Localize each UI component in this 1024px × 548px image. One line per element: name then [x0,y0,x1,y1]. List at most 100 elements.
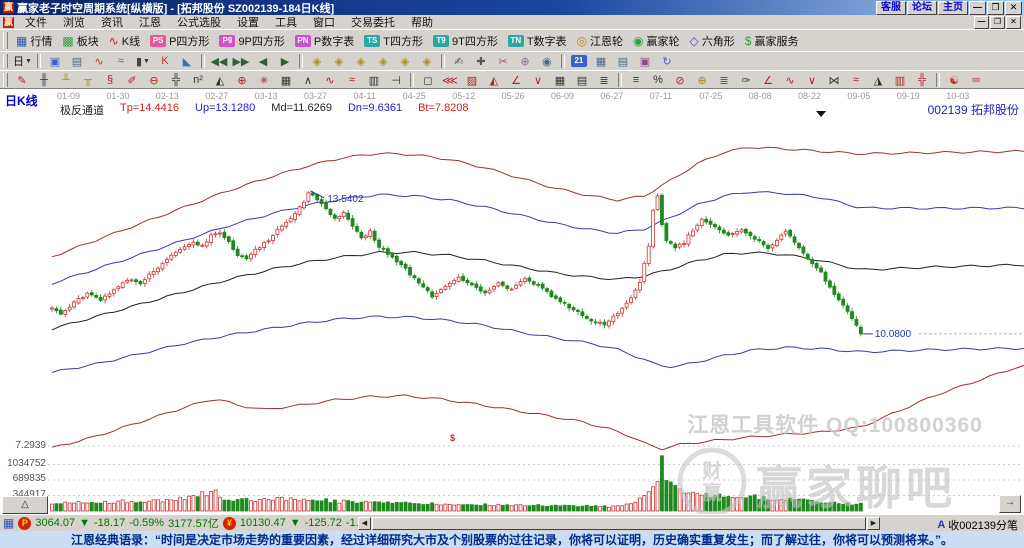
menu-tools[interactable]: 工具 [275,17,297,29]
cross-tool-button[interactable]: ⋈ [823,72,845,88]
diamond-right-button[interactable]: ◈ [328,53,350,69]
square-grid-2-button[interactable]: ▥ [363,72,385,88]
wave-tool-button[interactable]: ∿ [319,72,341,88]
chart-canvas[interactable]: 01-09 01-30 02-13 02-27 03-13 03-27 04-11 04-25… [0,89,1024,515]
child-restore-button[interactable]: ❐ [990,15,1005,29]
circle-plus-button[interactable]: ⊕ [231,72,253,88]
star-tool-button[interactable]: ✳ [253,72,275,88]
cross-2-button[interactable]: ╬ [911,72,933,88]
save-button[interactable]: ▣ [634,53,656,69]
minimize-button[interactable]: — [969,0,986,15]
circle-minus-button[interactable]: ⊖ [143,72,165,88]
grid-3-button[interactable]: ▦ [549,72,571,88]
period-day-button[interactable]: 日 ▼ [11,53,34,69]
marker-pen-button[interactable]: ✑ [735,72,757,88]
menu-gann[interactable]: 江恩 [139,17,161,29]
calculator-button[interactable]: ▦ [590,53,612,69]
fan-lines-button[interactable]: ⋘ [439,72,461,88]
toolbar-winner-wheel-button[interactable]: ◉ 赢家轮 [628,32,684,50]
triangle-tool-button[interactable]: ◭ [209,72,231,88]
transfer-button[interactable]: ↻ [656,53,678,69]
toolbar-9p-square-button[interactable]: P9 9P四方形 [214,32,289,50]
scrollbar-left-arrow[interactable]: ◀ [358,517,371,530]
toolbar-p-number-table-button[interactable]: PN P数字表 [290,32,359,50]
diamond-up-button[interactable]: ◈ [350,53,372,69]
v-line-button[interactable]: ∨ [527,72,549,88]
menu-help[interactable]: 帮助 [411,17,433,29]
toolbar-kline-button[interactable]: ∿ K线 [104,32,145,50]
calendar-button[interactable]: 21 [568,53,590,69]
diamond-expand-button[interactable]: ◈ [394,53,416,69]
scrollbar-right-arrow[interactable]: ▶ [867,517,880,530]
angle-2-button[interactable]: ∠ [757,72,779,88]
menu-window[interactable]: 窗口 [313,17,335,29]
memo-button[interactable]: ▤ [612,53,634,69]
grid-cross-button[interactable]: ╬ [165,72,187,88]
toolbar-9t-square-button[interactable]: T9 9T四方形 [428,32,503,50]
nav-first-button[interactable]: ◀◀ [208,53,230,69]
menu-settings[interactable]: 设置 [237,17,259,29]
toolbar-t-number-table-button[interactable]: TN T数字表 [503,32,572,50]
crosshair-tool-button[interactable]: ✚ [470,53,492,69]
gann-box-down-button[interactable]: ╨ [55,72,77,88]
menu-file[interactable]: 文件 [25,17,47,29]
wave-large-button[interactable]: ≈ [110,53,132,69]
lasso-tool-button[interactable]: ⊕ [514,53,536,69]
menu-stock-pick[interactable]: 公式选股 [177,17,221,29]
title-bar[interactable]: 赢 赢家老子时空周期系统[纵横版] - [拓邦股份 SZ002139-184日K… [0,0,1024,15]
t-line-button[interactable]: ⊣ [385,72,407,88]
angle-line-button[interactable]: ∠ [505,72,527,88]
service-button[interactable]: 客服 [876,0,906,15]
layers-tool-button[interactable]: ≣ [593,72,615,88]
hlines-tool-button[interactable]: ≡ [625,72,647,88]
candle-style-button[interactable]: ▮ ▼ [132,53,154,69]
shaded-box-button[interactable]: ▨ [461,72,483,88]
child-minimize-button[interactable]: — [974,15,989,29]
toolbar-p-square-button[interactable]: PS P四方形 [145,32,214,50]
grid-4-button[interactable]: ▥ [889,72,911,88]
v-2-button[interactable]: ∨ [801,72,823,88]
hand-tool-button[interactable]: ✍ [448,53,470,69]
shaded-triangle-button[interactable]: ◭ [483,72,505,88]
menu-browse[interactable]: 浏览 [63,17,85,29]
section-tool-button[interactable]: § [99,72,121,88]
diamond-left-button[interactable]: ◈ [306,53,328,69]
period-day-dropdown-arrow-icon[interactable]: ▼ [25,57,32,65]
info-panel-button[interactable]: ▤ [66,53,88,69]
child-close-button[interactable]: ✕ [1006,15,1021,29]
toolbar-winner-service-button[interactable]: $ 赢家服务 [740,32,804,50]
infinity-button[interactable]: ∞ [965,72,987,88]
tri-2-button[interactable]: ◮ [867,72,889,88]
toolbar-quotes-button[interactable]: ▦ 行情 [11,32,57,50]
binocular-tool-button[interactable]: ◉ [536,53,558,69]
wave-tool-2-button[interactable]: ≈ [341,72,363,88]
forum-button[interactable]: 论坛 [907,0,937,15]
quote-table-icon[interactable]: ▦ [3,516,15,530]
candle-style-dropdown-arrow-icon[interactable]: ▼ [143,57,150,65]
diamond-down-button[interactable]: ◈ [372,53,394,69]
gold-circle-button[interactable]: ⊕ [691,72,713,88]
chart-window-button[interactable]: ▣ [44,53,66,69]
restore-button[interactable]: ❐ [987,0,1004,15]
percent-circle-button[interactable]: ⊘ [669,72,691,88]
scrollbar-thumb[interactable] [372,517,866,530]
horizontal-scrollbar[interactable]: ◀ ▶ [358,517,880,530]
kline-mark-button[interactable]: K [154,53,176,69]
nav-last-button[interactable]: ▶▶ [230,53,252,69]
menu-trade[interactable]: 交易委托 [351,17,395,29]
pen-2-button[interactable]: ✐ [121,72,143,88]
toolbar-hexagon-button[interactable]: ◇ 六角形 [685,32,740,50]
wave-4-button[interactable]: ≈ [845,72,867,88]
scroll-right-button[interactable]: → [999,495,1021,513]
wave-small-button[interactable]: ∿ [88,53,110,69]
nav-prev-button[interactable]: ◀ [252,53,274,69]
toolbar-gann-wheel-button[interactable]: ◎ 江恩轮 [572,32,628,50]
angle-up-button[interactable]: ∧ [297,72,319,88]
percent-tool-button[interactable]: % [647,72,669,88]
gann-grid-button[interactable]: ╫ [33,72,55,88]
rows-tool-button[interactable]: ▤ [571,72,593,88]
draw-pen-button[interactable]: ✎ [11,72,33,88]
gann-box-up-button[interactable]: ╥ [77,72,99,88]
wave-3-button[interactable]: ∿ [779,72,801,88]
close-button[interactable]: ✕ [1005,0,1022,15]
